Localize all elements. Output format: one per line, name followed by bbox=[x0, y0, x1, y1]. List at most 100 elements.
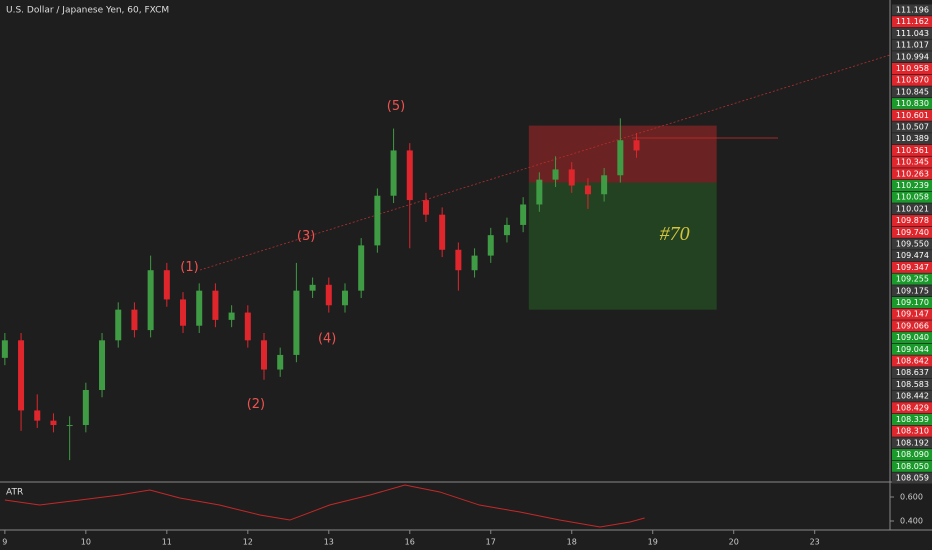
y-tick-label: 0.600 bbox=[900, 493, 923, 502]
candle-body bbox=[552, 169, 559, 180]
price-label: 108.090 bbox=[896, 450, 929, 459]
candle-body bbox=[439, 214, 446, 250]
price-label: 110.507 bbox=[896, 123, 929, 132]
price-label-bg bbox=[892, 250, 932, 262]
price-label-bg bbox=[892, 226, 932, 238]
chart-title: U.S. Dollar / Japanese Yen, 60, FXCM bbox=[6, 6, 169, 16]
candle-body bbox=[471, 255, 478, 271]
x-tick-label: 17 bbox=[486, 538, 496, 547]
price-label: 110.345 bbox=[896, 158, 929, 167]
price-label: 110.058 bbox=[896, 193, 929, 202]
price-label-bg bbox=[892, 367, 932, 379]
candle-body bbox=[34, 410, 41, 421]
price-label-bg bbox=[892, 215, 932, 227]
price-label: 111.196 bbox=[896, 6, 929, 15]
wave-label: (2) bbox=[247, 397, 265, 412]
candle-body bbox=[180, 299, 187, 326]
price-label-bg bbox=[892, 425, 932, 437]
candle-body bbox=[66, 425, 73, 427]
price-label: 108.442 bbox=[896, 392, 929, 401]
candle-body bbox=[341, 290, 348, 306]
price-label: 110.239 bbox=[896, 181, 929, 190]
candle-body bbox=[422, 200, 429, 215]
price-label: 109.066 bbox=[896, 321, 929, 330]
price-label-bg bbox=[892, 332, 932, 344]
candle-body bbox=[244, 312, 251, 341]
x-tick-label: 18 bbox=[567, 538, 577, 547]
price-label: 110.845 bbox=[896, 87, 929, 96]
price-label-bg bbox=[892, 308, 932, 320]
candle-body bbox=[584, 185, 591, 195]
price-label: 109.878 bbox=[896, 216, 929, 225]
price-label: 110.361 bbox=[896, 146, 929, 155]
price-label-bg bbox=[892, 203, 932, 215]
candle-body bbox=[228, 312, 235, 320]
x-tick-label: 16 bbox=[405, 538, 415, 547]
price-label-bg bbox=[892, 109, 932, 121]
candle-body bbox=[99, 340, 106, 390]
candle-body bbox=[212, 290, 219, 320]
price-label: 110.263 bbox=[896, 169, 929, 178]
price-label: 108.059 bbox=[896, 474, 929, 483]
price-label-bg bbox=[892, 285, 932, 297]
atr-line bbox=[4, 484, 645, 528]
trend-line bbox=[199, 54, 891, 271]
candle-body bbox=[163, 270, 170, 300]
price-label: 109.147 bbox=[896, 310, 929, 319]
price-label-bg bbox=[892, 390, 932, 402]
price-label: 109.255 bbox=[896, 275, 929, 284]
candle-body bbox=[277, 354, 284, 370]
price-label: 108.429 bbox=[896, 403, 929, 412]
candle-body bbox=[147, 270, 154, 331]
price-label-bg bbox=[892, 121, 932, 133]
candle-body bbox=[601, 175, 608, 195]
wave-label: (3) bbox=[297, 229, 315, 244]
price-label: 109.044 bbox=[896, 345, 929, 354]
x-tick-label: 19 bbox=[648, 538, 658, 547]
price-label-bg bbox=[892, 343, 932, 355]
price-label: 111.162 bbox=[896, 17, 929, 26]
price-label-bg bbox=[892, 168, 932, 180]
x-tick-label: 12 bbox=[243, 538, 253, 547]
candle-body bbox=[261, 340, 268, 370]
price-label: 108.583 bbox=[896, 380, 929, 389]
price-label: 108.637 bbox=[896, 368, 929, 377]
price-label: 109.550 bbox=[896, 240, 929, 249]
price-label: 111.043 bbox=[896, 29, 929, 38]
price-label-bg bbox=[892, 402, 932, 414]
annotation: #70 bbox=[660, 223, 690, 245]
price-label-bg bbox=[892, 273, 932, 285]
price-label-bg bbox=[892, 74, 932, 86]
candle-body bbox=[18, 340, 25, 411]
x-tick-label: 13 bbox=[324, 538, 334, 547]
price-label-bg bbox=[892, 180, 932, 191]
price-label: 110.994 bbox=[896, 52, 929, 61]
price-label: 110.870 bbox=[896, 76, 929, 85]
price-label-bg bbox=[892, 86, 932, 98]
price-label-bg bbox=[892, 16, 932, 28]
candle-body bbox=[374, 195, 381, 246]
price-label: 108.050 bbox=[896, 462, 929, 471]
candle-body bbox=[293, 290, 300, 355]
wave-label: (1) bbox=[180, 260, 198, 275]
price-label: 109.740 bbox=[896, 228, 929, 237]
price-label: 109.175 bbox=[896, 286, 929, 295]
wave-label: (5) bbox=[387, 99, 405, 114]
price-label: 109.040 bbox=[896, 333, 929, 342]
x-tick-label: 9 bbox=[2, 538, 7, 547]
candle-body bbox=[390, 150, 397, 196]
price-label: 108.192 bbox=[896, 438, 929, 447]
price-label-bg bbox=[892, 460, 932, 472]
y-tick-label: 0.400 bbox=[900, 517, 923, 526]
candle-body bbox=[503, 224, 510, 236]
price-label: 110.389 bbox=[896, 134, 929, 143]
price-label: 108.339 bbox=[896, 415, 929, 424]
price-label-bg bbox=[892, 238, 932, 250]
candle-body bbox=[406, 150, 413, 201]
candle-body bbox=[309, 284, 316, 291]
candle-body bbox=[358, 245, 365, 291]
x-tick-label: 20 bbox=[729, 538, 739, 547]
price-label-bg bbox=[892, 378, 932, 390]
x-tick-label: 23 bbox=[810, 538, 820, 547]
